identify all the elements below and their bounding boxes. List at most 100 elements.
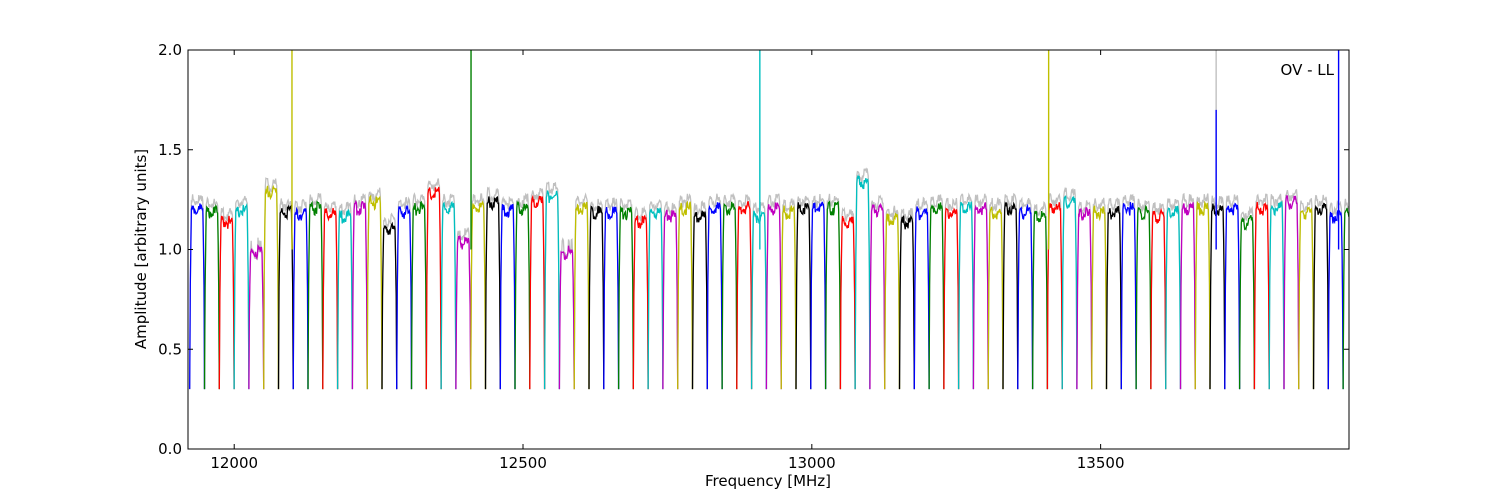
background-series-segment	[1238, 205, 1256, 390]
background-series-segment	[1342, 198, 1349, 390]
background-series-segment	[366, 187, 383, 390]
channel-series-20	[470, 200, 487, 390]
plot-background	[188, 50, 1349, 449]
background-series-segment	[1268, 193, 1285, 390]
channel-series-66	[1150, 207, 1167, 390]
plot-area	[188, 50, 1349, 449]
channel-series-3	[218, 215, 235, 390]
channel-series-10	[322, 207, 339, 390]
background-series-segment	[928, 194, 945, 390]
channel-series-28	[588, 205, 605, 390]
channel-series-2	[203, 204, 220, 390]
channel-series-63	[1105, 205, 1122, 390]
background-series-segment	[898, 208, 915, 390]
background-series-segment	[1298, 198, 1315, 390]
y-tick-label: 2.0	[158, 41, 182, 59]
channel-series-8	[292, 206, 309, 390]
channel-series-19	[455, 235, 472, 390]
channel-series-77	[1312, 202, 1329, 390]
x-tick-label: 12500	[499, 454, 547, 472]
background-series-segment	[1165, 198, 1182, 390]
y-tick-label: 1.5	[158, 141, 182, 159]
y-tick-label: 0.5	[158, 340, 182, 358]
channel-series-55	[987, 206, 1004, 390]
channel-series-5	[248, 244, 265, 390]
channel-series-1	[189, 203, 206, 390]
channel-series-34	[677, 200, 694, 390]
channel-series-27	[573, 201, 590, 390]
y-tick-label: 1.0	[158, 241, 182, 259]
background-series-segment	[1135, 198, 1152, 390]
background-series-segment	[189, 194, 206, 390]
channel-series-16	[410, 200, 427, 390]
background-series-segment	[647, 198, 664, 390]
channel-series-78	[1327, 209, 1344, 390]
y-axis-label: Amplitude [arbitrary units]	[132, 149, 150, 349]
channel-series-14	[381, 221, 398, 390]
background-series-segment	[1046, 192, 1063, 390]
background-series-segment	[854, 167, 871, 390]
channel-series-73	[1253, 201, 1270, 390]
background-series-segment	[913, 196, 930, 390]
background-series-segment	[617, 198, 634, 390]
channel-series-57	[1017, 203, 1034, 390]
channel-series-18	[440, 200, 457, 390]
background-series-segment	[1253, 193, 1270, 390]
background-series-segment	[1061, 186, 1078, 390]
channel-series-24	[529, 194, 546, 390]
channel-series-75	[1283, 195, 1300, 390]
background-series-segment	[322, 201, 339, 390]
channel-series-64	[1120, 202, 1137, 390]
channel-series-23	[514, 200, 531, 390]
background-series-segment	[1017, 196, 1034, 390]
background-series-segment	[662, 201, 679, 390]
channel-series-38	[736, 200, 753, 390]
channel-series-11	[336, 209, 354, 390]
background-series-segment	[943, 197, 960, 390]
background-series-segment	[677, 193, 694, 390]
background-series-segment	[529, 187, 546, 390]
background-series-segment	[721, 192, 738, 390]
channel-series-25	[543, 190, 561, 390]
axes-layer: 12000 12500 13000 13500 0.0 0.5 1.0 1.5 2.0	[158, 41, 1350, 472]
channel-series-40	[765, 202, 782, 390]
channel-series-65	[1135, 205, 1152, 390]
background-series-segment	[736, 194, 753, 390]
channel-series-21	[484, 195, 501, 390]
channel-series-7	[277, 203, 294, 390]
channel-series-39	[750, 210, 768, 390]
background-series-segment	[1091, 197, 1108, 390]
background-series-segment	[233, 195, 250, 390]
background-series-segment	[410, 192, 427, 390]
background-series-segment	[1283, 188, 1300, 390]
channel-series-58	[1031, 210, 1049, 390]
channel-series-4	[233, 202, 250, 390]
background-series-segment	[292, 198, 309, 390]
background-series-segment	[1031, 200, 1049, 390]
background-series-segment	[277, 198, 294, 390]
background-series-segment	[706, 193, 723, 390]
channel-series-36	[706, 202, 723, 390]
background-series-segment	[381, 212, 398, 390]
background-series-segment	[1076, 200, 1093, 390]
channel-series-70	[1209, 203, 1226, 390]
channel-series-22	[499, 203, 516, 390]
background-series-segment	[307, 192, 324, 390]
channel-series-45	[839, 216, 856, 390]
channel-series-29	[603, 206, 620, 390]
channel-series-17	[425, 186, 442, 390]
channel-series-13	[366, 194, 383, 390]
background-series-segment	[543, 181, 561, 390]
channel-series-12	[351, 200, 368, 390]
background-series-segment	[218, 206, 235, 390]
channel-series-51	[928, 202, 945, 390]
background-series-segment	[203, 196, 220, 390]
channel-series-9	[307, 200, 324, 390]
background-series-segment	[765, 193, 782, 390]
background-series-segment	[839, 206, 856, 390]
channel-series-6	[263, 184, 280, 390]
channel-series-41	[780, 205, 797, 390]
channel-series-69	[1194, 200, 1211, 390]
background-series-segment	[1150, 202, 1167, 390]
background-series-segment	[780, 198, 797, 390]
